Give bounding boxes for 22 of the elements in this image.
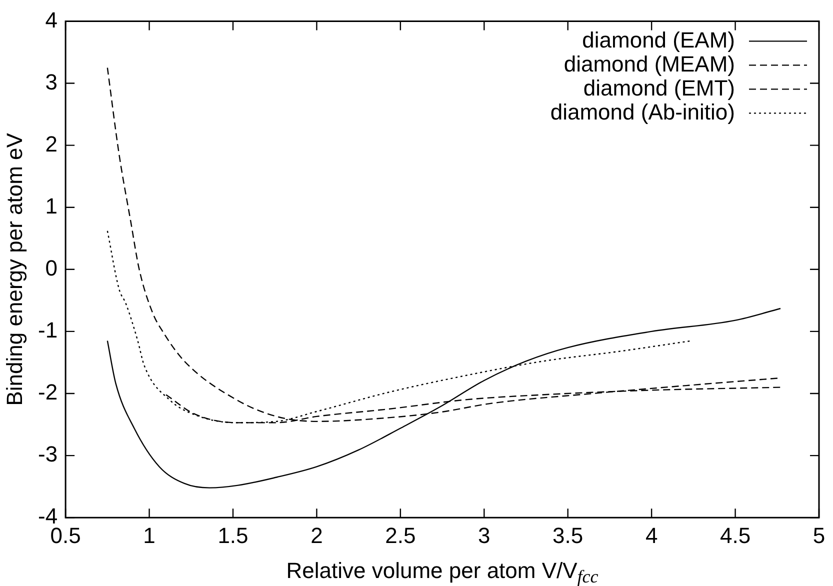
x-tick-label: 3.5 (552, 522, 584, 548)
y-tick-label: -1 (38, 318, 58, 343)
y-tick-label: 0 (45, 255, 58, 280)
x-tick-label: 3 (478, 522, 490, 548)
y-axis-title: Binding energy per atom eV (2, 132, 28, 406)
y-tick-label: 4 (45, 7, 58, 32)
x-tick-label: 1.5 (218, 522, 248, 548)
y-tick-label: 2 (45, 131, 58, 156)
y-tick-label: -2 (38, 380, 58, 405)
x-tick-label: 2 (310, 522, 323, 548)
legend-label: diamond (EAM) (582, 27, 735, 52)
y-tick-label: -3 (38, 442, 58, 467)
legend-label: diamond (Ab-initio) (550, 99, 735, 124)
x-tick-label: 1 (143, 522, 156, 548)
legend-label: diamond (EMT) (583, 75, 735, 100)
x-tick-label: 2.5 (385, 522, 416, 548)
y-tick-label: 1 (45, 193, 58, 218)
x-tick-label: 5 (812, 522, 826, 548)
y-tick-label: 3 (45, 69, 58, 94)
x-tick-label: 4 (645, 522, 658, 548)
x-tick-label: 4.5 (720, 522, 751, 548)
legend-label: diamond (MEAM) (564, 51, 735, 76)
